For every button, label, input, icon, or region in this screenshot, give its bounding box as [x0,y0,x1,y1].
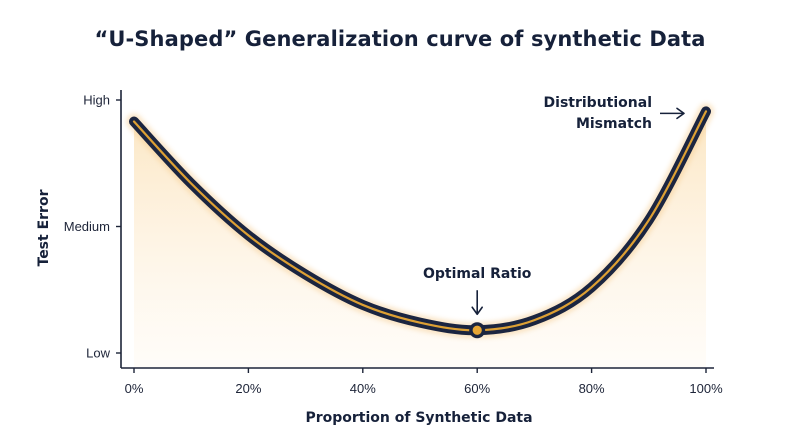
area-fill [134,111,706,367]
optimal-point [472,325,482,335]
arrow-head-icon [471,306,483,316]
x-tick-label: 40% [350,381,376,396]
x-tick-label: 20% [235,381,261,396]
chart-title: “U-Shaped” Generalization curve of synth… [94,27,706,51]
x-tick-label: 0% [125,381,144,396]
x-axis-title: Proportion of Synthetic Data [305,410,532,426]
x-tick-label: 60% [464,381,490,396]
x-tick-label: 100% [689,381,723,396]
curve-line-inner [132,110,708,332]
y-tick-label: Medium [64,219,110,234]
y-tick-label: High [83,93,110,108]
y-axis-title: Test Error [36,189,52,266]
y-tick-label: Low [86,346,110,361]
x-tick-label: 80% [579,381,605,396]
annotation-distributional-mismatch: Mismatch [576,116,652,132]
arrow-head-icon [676,107,685,120]
annotation-distributional-mismatch: Distributional [544,95,652,111]
annotation-optimal-ratio: Optimal Ratio [423,266,532,282]
